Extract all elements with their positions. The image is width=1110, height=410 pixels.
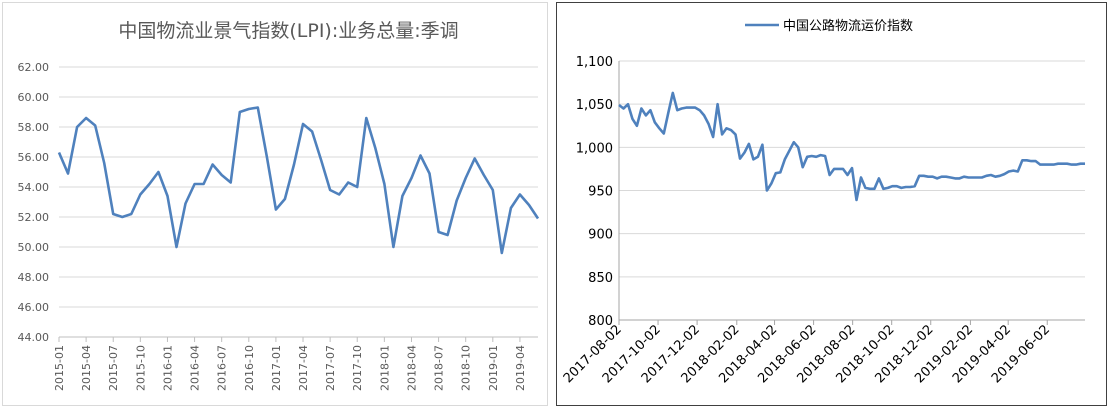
- x-tick-label: 2018-07: [433, 345, 446, 391]
- x-tick-label: 2015-10: [134, 345, 147, 391]
- x-tick-label: 2018-01: [378, 345, 391, 391]
- chart-title: 中国物流业景气指数(LPI):业务总量:季调: [118, 20, 458, 42]
- x-tick-label: 2017-04: [297, 345, 310, 391]
- y-tick-label: 950: [588, 185, 613, 200]
- freight-index-line-chart: 8008509009501,0001,0501,1002017-08-02201…: [561, 18, 1086, 386]
- x-tick-label: 2019-04: [514, 345, 527, 391]
- lpi-data-points: [58, 107, 539, 254]
- x-tick-label: 2016-01: [161, 345, 174, 391]
- y-tick-label: 48.00: [18, 271, 50, 284]
- y-tick-label: 1,100: [576, 55, 613, 70]
- freight-index-chart-panel: 800 850 900 950 1,000 1,050 1,100 2017-08-02 201…: [556, 2, 1107, 406]
- x-tick-label: 2016-07: [216, 345, 229, 391]
- y-tick-label: 1,050: [576, 98, 613, 113]
- y-tick-label: 46.00: [18, 301, 50, 314]
- x-tick-label: 2017-01: [270, 345, 283, 391]
- x-tick-label: 2016-04: [189, 345, 202, 391]
- lpi-series-line: [57, 106, 540, 255]
- y-tick-label: 850: [588, 271, 613, 286]
- x-tick-label: 2017-10: [351, 345, 364, 391]
- x-tick-label: 2015-07: [107, 345, 120, 391]
- y-tick-label: 52.00: [18, 211, 50, 224]
- x-tick-label: 2017-07: [324, 345, 337, 391]
- lpi-chart-panel: 中国物流业景气指数(LPI):业务总量:季调 44.00 46.00 48.00 50.…: [2, 2, 548, 406]
- y-tick-label: 800: [588, 314, 613, 329]
- x-tick-label: 2018-10: [460, 345, 473, 391]
- y-tick-label: 1,000: [576, 141, 613, 156]
- y-tick-label: 60.00: [18, 91, 50, 104]
- y-tick-label: 56.00: [18, 151, 50, 164]
- x-tick-label: 2019-01: [487, 345, 500, 391]
- y-tick-label: 900: [588, 228, 613, 243]
- x-tick-label: 2015-04: [80, 345, 93, 391]
- x-tick-label: 2016-10: [243, 345, 256, 391]
- x-tick-label: 2015-01: [53, 345, 66, 391]
- y-tick-label: 54.00: [18, 181, 50, 194]
- x-tick-label: 2018-04: [405, 345, 418, 391]
- legend: 中国公路物流运价指数: [745, 18, 913, 34]
- freight-series-line: [618, 91, 1085, 202]
- y-tick-label: 50.00: [18, 241, 50, 254]
- freight-data-points: [618, 92, 1086, 201]
- lpi-line-chart: 中国物流业景气指数(LPI):业务总量:季调 44.00 46.00 48.00 50.…: [18, 20, 540, 391]
- legend-label: 中国公路物流运价指数: [783, 18, 913, 34]
- y-tick-label: 44.00: [18, 331, 50, 344]
- y-tick-label: 58.00: [18, 121, 50, 134]
- y-tick-label: 62.00: [18, 61, 50, 74]
